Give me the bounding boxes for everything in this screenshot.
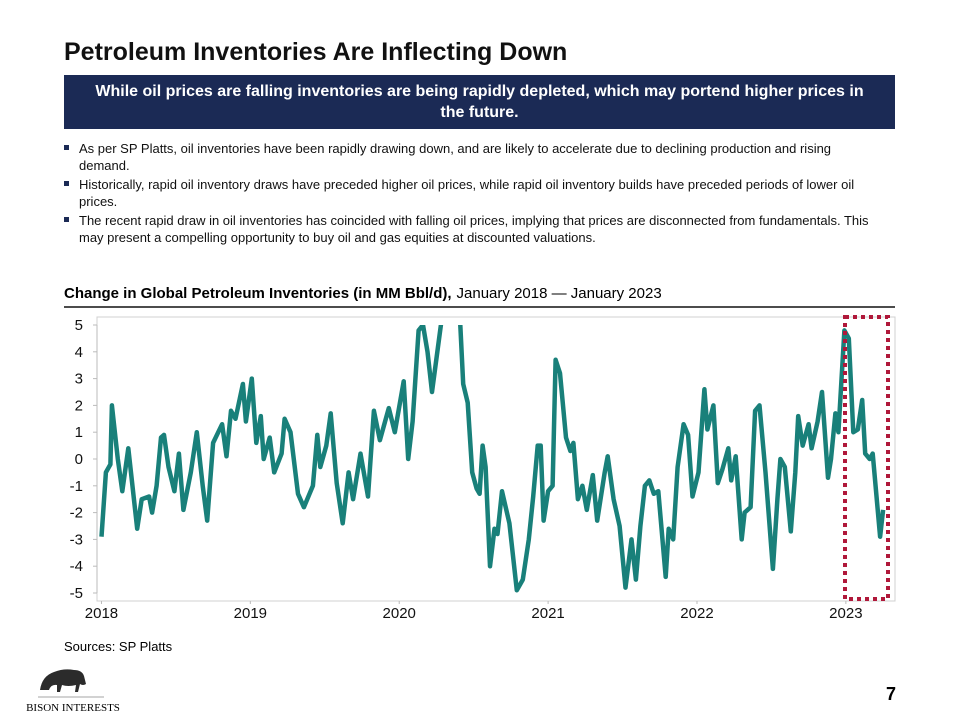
bullet-list: As per SP Platts, oil inventories have b…	[64, 140, 884, 248]
y-tick-label: 1	[75, 424, 83, 441]
chart-subtitle: January 2018 — January 2023	[457, 285, 662, 302]
y-tick-label: -2	[70, 505, 83, 522]
title: Petroleum Inventories Are Inflecting Dow…	[64, 38, 568, 66]
y-tick-label: 4	[75, 344, 83, 361]
y-tick-label: -4	[70, 558, 83, 575]
banner: While oil prices are falling inventories…	[64, 75, 895, 129]
chart-title: Change in Global Petroleum Inventories (…	[64, 285, 452, 302]
highlight-box	[843, 315, 890, 601]
y-tick-label: -5	[70, 585, 83, 602]
x-tick-label: 2021	[531, 605, 564, 622]
x-tick-label: 2018	[85, 605, 118, 622]
x-tick-label: 2023	[829, 605, 862, 622]
x-tick-label: 2020	[383, 605, 416, 622]
bullet: Historically, rapid oil inventory draws …	[64, 176, 884, 210]
y-tick-label: 5	[75, 317, 83, 334]
y-tick-label: 2	[75, 397, 83, 414]
y-tick-label: -1	[70, 478, 83, 495]
y-tick-label: 3	[75, 371, 83, 388]
page-number: 7	[886, 684, 896, 704]
y-tick-label: 0	[75, 451, 83, 468]
chart-title-line: Change in Global Petroleum Inventories (…	[64, 285, 662, 302]
x-tick-label: 2019	[234, 605, 267, 622]
source: Sources: SP Platts	[64, 639, 173, 654]
bullet: As per SP Platts, oil inventories have b…	[64, 140, 884, 174]
data-line	[99, 325, 886, 593]
x-tick-label: 2022	[680, 605, 713, 622]
bison-logo	[38, 669, 104, 698]
y-tick-label: -3	[70, 531, 83, 548]
logo-text: BISON INTERESTS	[26, 702, 120, 714]
bullet: The recent rapid draw in oil inventories…	[64, 212, 884, 246]
